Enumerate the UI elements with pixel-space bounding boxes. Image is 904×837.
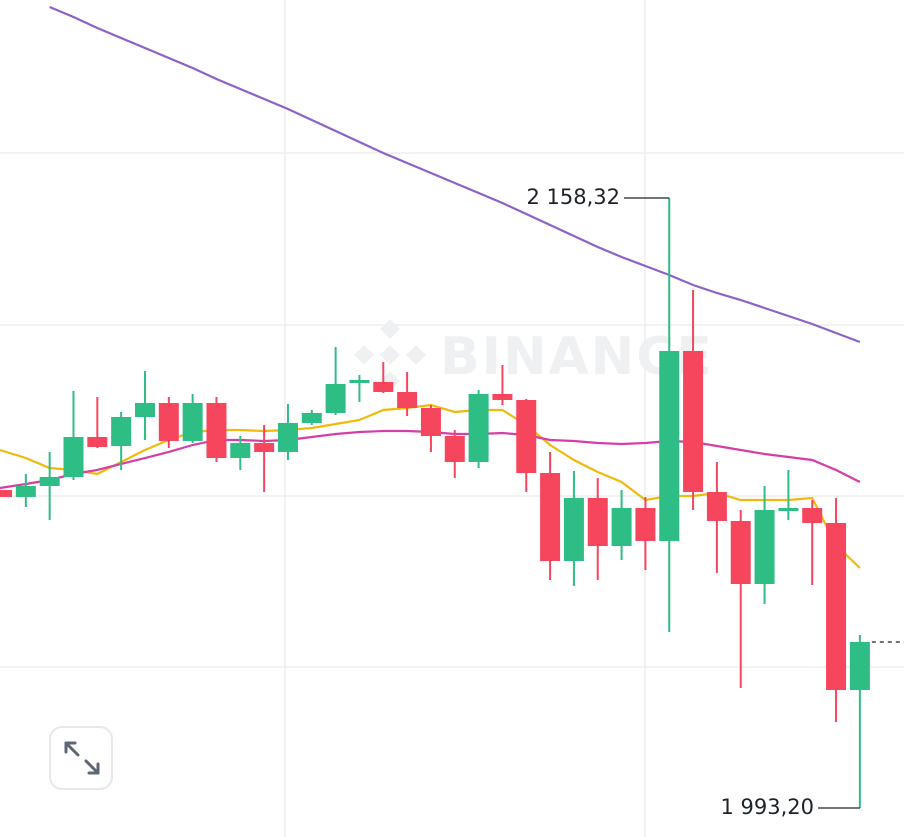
candle-body: [397, 391, 418, 408]
candle-body: [87, 436, 108, 448]
expand-button[interactable]: [49, 726, 113, 790]
candle-body: [277, 422, 298, 452]
candle-body: [778, 507, 799, 511]
candle-body: [611, 507, 632, 547]
candle-body: [468, 393, 489, 462]
candle-body: [849, 641, 870, 691]
candle-body: [802, 507, 823, 523]
candle-body: [301, 412, 322, 423]
candle-body: [254, 443, 275, 452]
candle-body: [15, 486, 36, 497]
candle-body: [516, 400, 537, 474]
candle-body: [492, 393, 513, 401]
candle-body: [111, 417, 132, 447]
watermark: BINANCE: [354, 319, 712, 391]
annotation-label: 1 993,20: [720, 795, 814, 819]
candle-body: [826, 522, 847, 691]
candle-body: [373, 381, 394, 392]
candle-body: [635, 507, 656, 541]
candle-body: [206, 403, 227, 459]
candle-body: [420, 407, 441, 436]
candle-body: [563, 497, 584, 562]
watermark-logo: [354, 319, 426, 391]
candle-body: [683, 350, 704, 492]
candle-body: [659, 350, 680, 541]
candle-body: [0, 490, 12, 497]
ma-line: [49, 5, 861, 344]
candle-body: [706, 491, 727, 521]
candle-body: [39, 476, 60, 487]
candle-body: [182, 403, 203, 441]
candle-body: [754, 509, 775, 584]
candle-body: [230, 443, 251, 459]
candle-body: [349, 379, 370, 383]
candle-body: [158, 403, 179, 441]
expand-button-bg[interactable]: [49, 726, 113, 790]
candle-body: [63, 436, 84, 477]
plot: 2 158,32 1 993,20: [0, 5, 904, 819]
candle-body: [730, 520, 751, 584]
candle-body: [444, 435, 465, 462]
candle-body: [325, 383, 346, 413]
candle-body: [134, 403, 155, 418]
candle-body: [587, 497, 608, 547]
annotation-label: 2 158,32: [526, 185, 620, 209]
candle-body: [540, 473, 561, 562]
